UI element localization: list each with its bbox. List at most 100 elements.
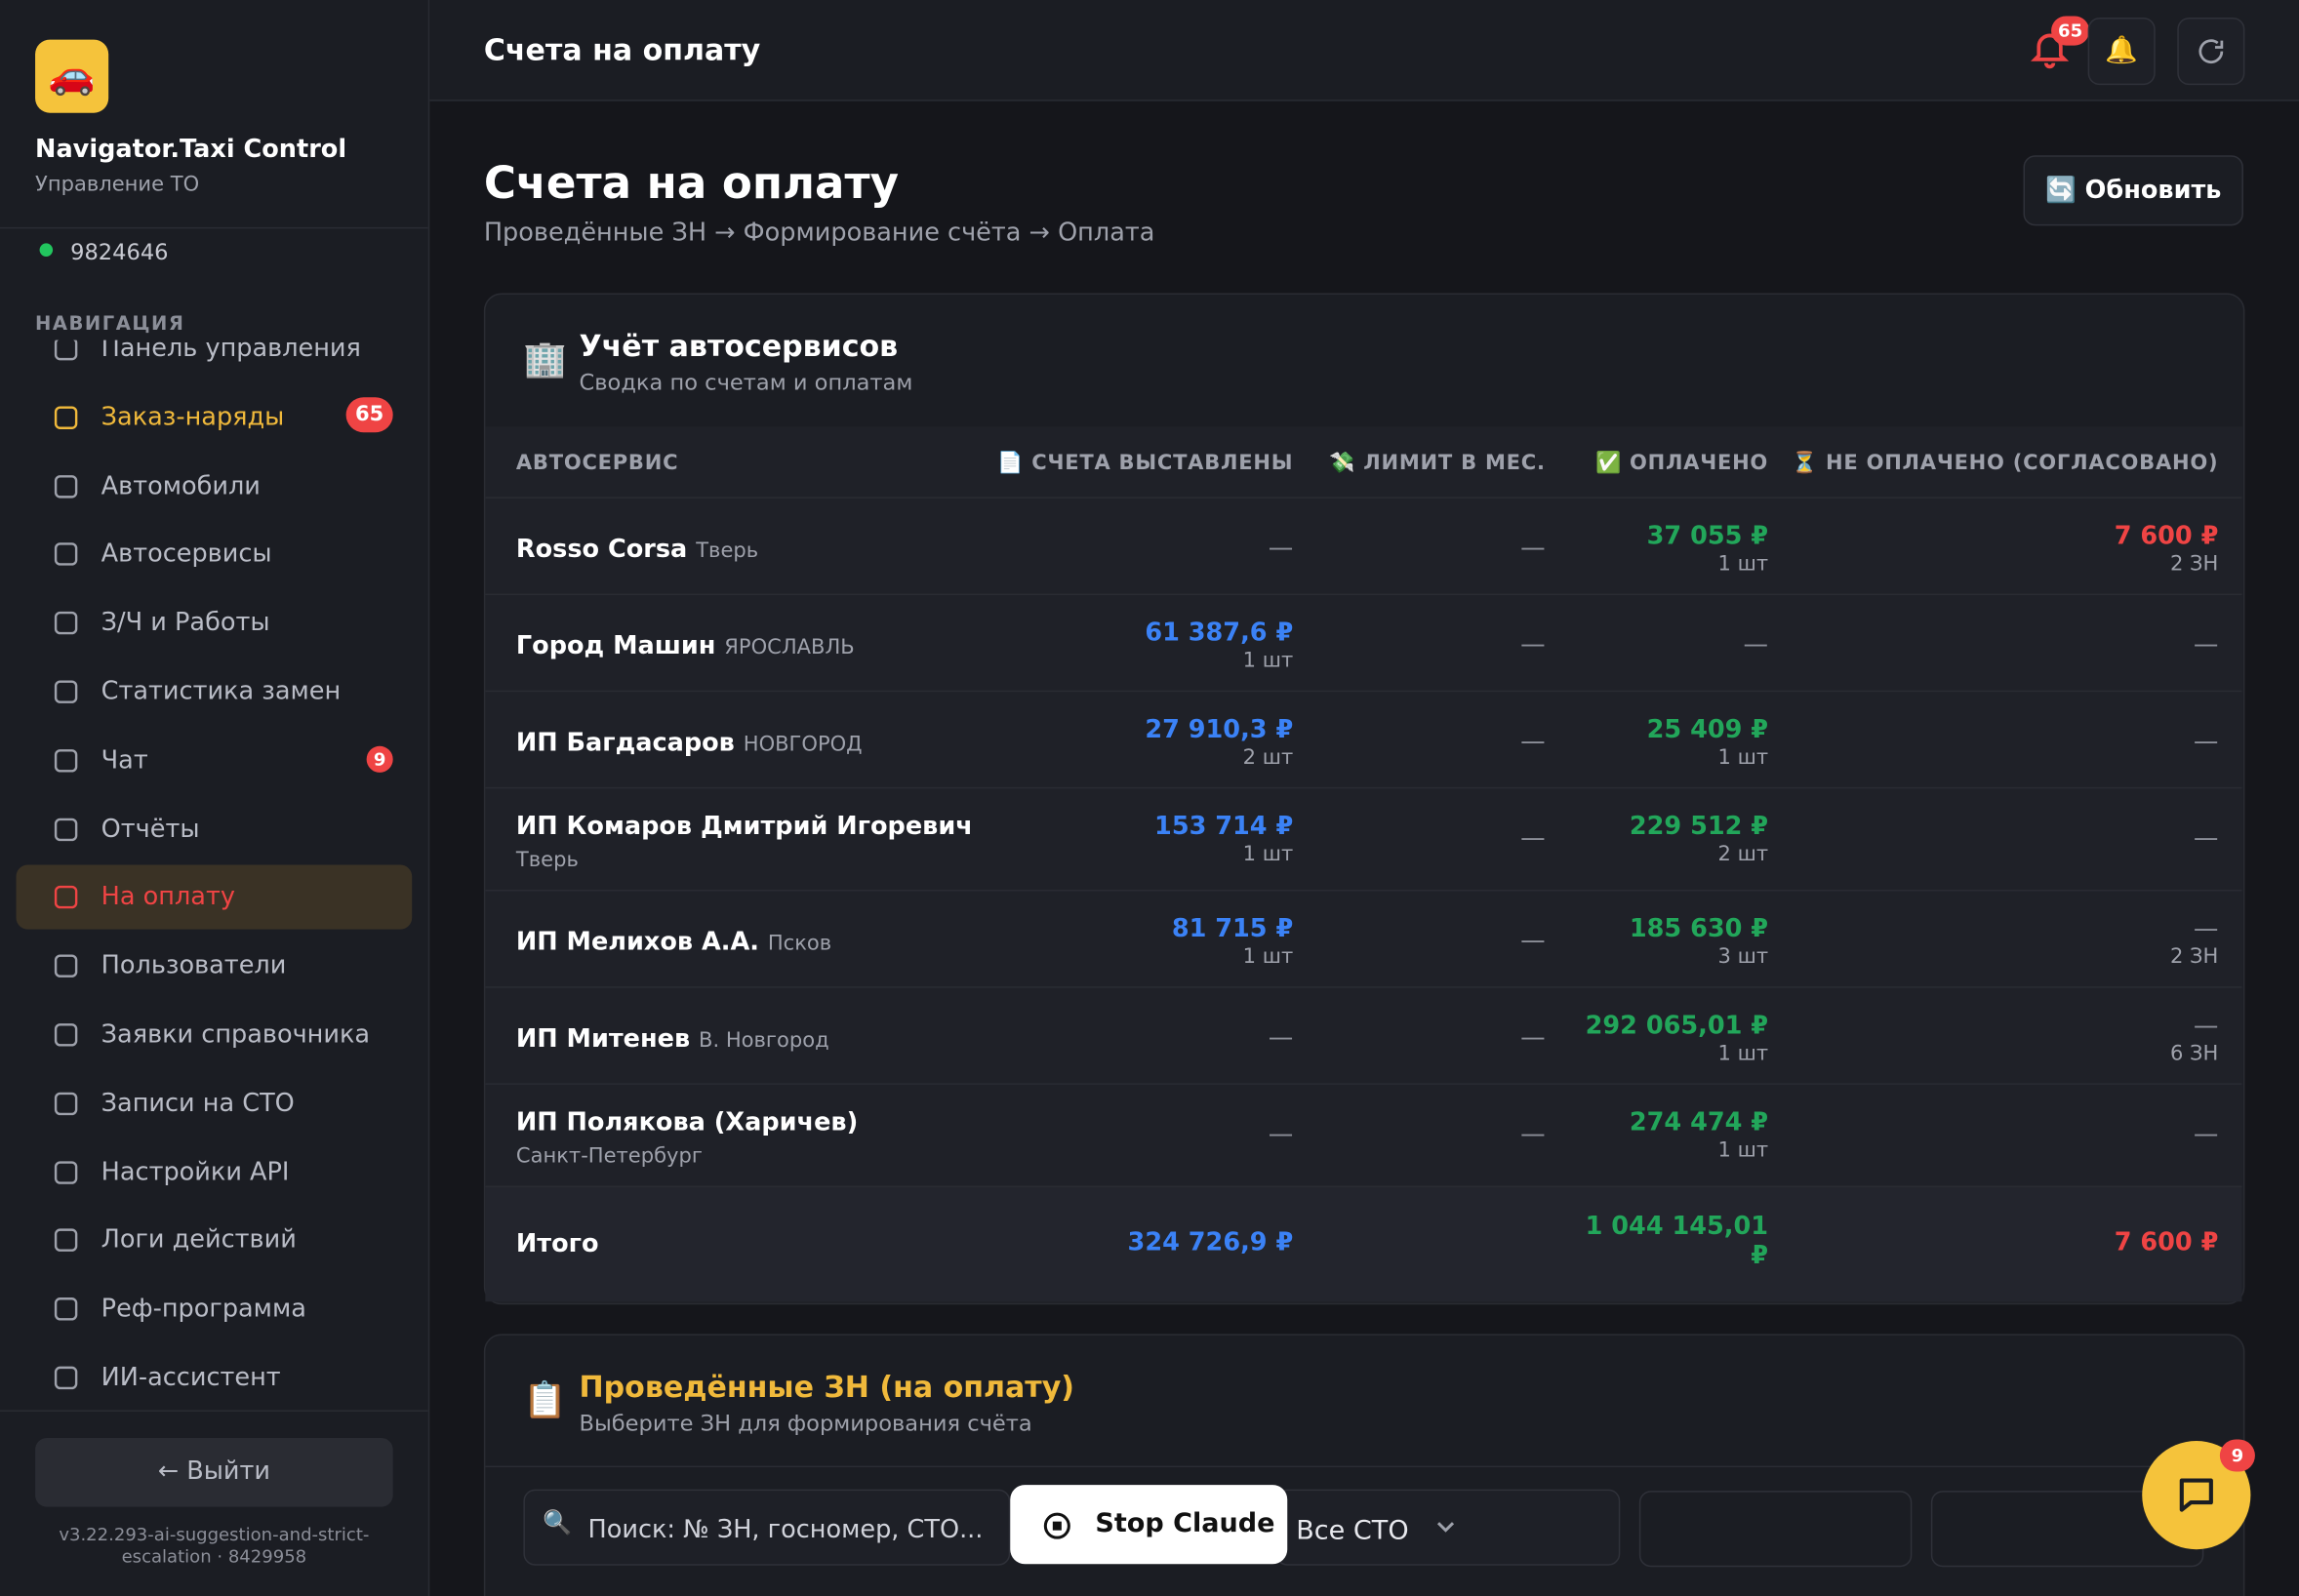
card-icon: 📋	[523, 1378, 568, 1420]
refresh-button[interactable]: 🔄 Обновить	[2023, 155, 2243, 226]
nav-item[interactable]: Записи на СТО	[17, 1071, 413, 1136]
divider	[0, 1410, 428, 1412]
table-row: Город Машин ЯРОСЛАВЛЬ 61 387,6 ₽1 шт — — —	[485, 593, 2242, 693]
empty-value: —	[1520, 533, 1546, 563]
nav-label: Заказ-наряды	[101, 402, 285, 432]
city: В. Новгород	[699, 1028, 829, 1053]
card-title: Учёт автосервисов	[579, 328, 899, 364]
nav-label: Отчёты	[101, 814, 200, 844]
stop-button[interactable]: Stop Claude	[1010, 1485, 1288, 1565]
empty-value: —	[2193, 1011, 2219, 1041]
name-text: ИП Полякова (Харичев)	[515, 1107, 859, 1137]
chevron	[1436, 1522, 1455, 1533]
nav-item[interactable]: Заявки справочника	[17, 1003, 413, 1067]
name-text: Город Машин	[515, 631, 716, 661]
empty-value: —	[2193, 630, 2219, 660]
nav-icon	[54, 542, 78, 567]
amount: 185 630 ₽	[1629, 914, 1769, 944]
cell: —	[1925, 727, 2219, 756]
nav-icon	[54, 1366, 78, 1390]
cell: 81 715 ₽1 шт	[1000, 915, 1293, 971]
amount: 274 474 ₽	[1629, 1107, 1769, 1137]
nav-item[interactable]: Панель управления	[17, 339, 413, 381]
user-id: 9824646	[70, 238, 169, 265]
nav-label: Логи действий	[101, 1225, 297, 1256]
nav-item[interactable]: Логи действий	[17, 1209, 413, 1273]
nav-label: Заявки справочника	[101, 1019, 371, 1050]
nav-label: Автосервисы	[101, 539, 272, 570]
cell: 229 512 ₽2 шт	[1475, 812, 1769, 867]
nav-item[interactable]: Заказ-наряды 65	[17, 385, 413, 450]
cell: —	[1252, 1023, 1546, 1053]
nav-icon	[54, 680, 78, 703]
cell: —	[1925, 823, 2219, 853]
cell: —	[1252, 823, 1546, 853]
amount: 25 409 ₽	[1646, 715, 1769, 745]
cell: 25 409 ₽1 шт	[1475, 715, 1769, 771]
nav-item[interactable]: Статистика замен	[17, 659, 413, 724]
service-name: ИП Полякова (Харичев) Санкт-Петербург	[516, 1106, 927, 1173]
empty-value: —	[1268, 1022, 1294, 1053]
empty-value: —	[1520, 727, 1546, 757]
amount: 7 600 ₽	[2114, 521, 2219, 551]
table-row: ИП Митенев В. Новгород — —292 065,01 ₽1 шт…	[485, 986, 2242, 1085]
reload-button[interactable]	[2177, 18, 2245, 86]
count: 1 шт	[1717, 745, 1769, 770]
cell: —	[1252, 727, 1546, 756]
card-title: Проведённые ЗН (на оплату)	[579, 1369, 1075, 1405]
nav-item[interactable]: Пользователи	[17, 934, 413, 998]
empty-value: —	[1520, 823, 1546, 854]
nav-item[interactable]: Чат 9	[17, 728, 413, 792]
table-row: ИП Мелихов А.А. Псков 81 715 ₽1 шт —185 63…	[485, 890, 2242, 988]
nav-icon	[54, 612, 78, 635]
topbar: Счета на оплату 65 🔔	[429, 0, 2299, 101]
empty-value: —	[1268, 1119, 1294, 1149]
nav-icon	[54, 1092, 78, 1115]
nav-list: Панель управления Заказ-наряды 65 Автомобил…	[0, 339, 428, 1408]
nav-item[interactable]: ИИ-ассистент	[17, 1345, 413, 1407]
logout-button[interactable]: ← Выйти	[35, 1438, 393, 1507]
nav-item[interactable]: Автосервисы	[17, 522, 413, 586]
sto-filter[interactable]: Все СТО	[1275, 1489, 1621, 1566]
search-placeholder: Поиск: № ЗН, госномер, СТО...	[587, 1515, 984, 1545]
nav-icon	[54, 1297, 78, 1321]
name-text: Rosso Corsa	[515, 535, 688, 565]
count: 1 шт	[1717, 1138, 1769, 1163]
city: ЯРОСЛАВЛЬ	[724, 636, 855, 660]
nav-icon	[54, 406, 78, 429]
nav-label: На оплату	[101, 883, 235, 913]
amount: 292 065,01 ₽	[1585, 1011, 1769, 1041]
cell: —	[1252, 534, 1546, 563]
nav-item[interactable]: Настройки API	[17, 1139, 413, 1204]
nav-item[interactable]: З/Ч и Работы	[17, 591, 413, 656]
nav-item[interactable]: Отчёты	[17, 797, 413, 861]
total-invoiced: 324 726,9 ₽	[1127, 1228, 1294, 1258]
bell-button[interactable]: 🔔	[2087, 18, 2156, 86]
cell: —2 ЗН	[1925, 915, 2218, 971]
column-header: АВТОСЕРВИС	[515, 451, 679, 475]
nav-item[interactable]: Реф-программа	[17, 1277, 413, 1341]
count: 6 ЗН	[2169, 1042, 2219, 1066]
nav-item[interactable]: Автомобили	[17, 454, 413, 518]
nav-icon	[54, 1023, 78, 1047]
city: Тверь	[515, 848, 579, 873]
nav-icon	[54, 954, 78, 978]
total-unpaid: 7 600 ₽	[2114, 1228, 2219, 1258]
filter-input[interactable]	[1638, 1491, 1913, 1568]
cell: —	[1252, 1120, 1546, 1149]
cell: —	[1252, 927, 1546, 956]
breadcrumb: Проведённые ЗН → Формирование счёта → Оп…	[483, 218, 1155, 248]
count: 3 шт	[1717, 945, 1769, 970]
amount: 37 055 ₽	[1646, 521, 1769, 551]
count: 1 шт	[1242, 649, 1294, 673]
cell: 274 474 ₽1 шт	[1475, 1107, 1769, 1164]
total-label: Итого	[515, 1229, 599, 1259]
nav-item[interactable]: На оплату	[16, 865, 413, 931]
table-row: ИП Багдасаров НОВГОРОД 27 910,3 ₽2 шт —25 …	[485, 690, 2242, 789]
search-input[interactable]: 🔍 Поиск: № ЗН, госномер, СТО...	[523, 1489, 1011, 1566]
amount: 229 512 ₽	[1629, 812, 1769, 842]
total-paid: 1 044 145,01 ₽	[1585, 1212, 1769, 1271]
nav-label: Статистика замен	[101, 677, 342, 707]
city: Тверь	[696, 539, 759, 563]
name-text: ИП Митенев	[515, 1024, 691, 1055]
